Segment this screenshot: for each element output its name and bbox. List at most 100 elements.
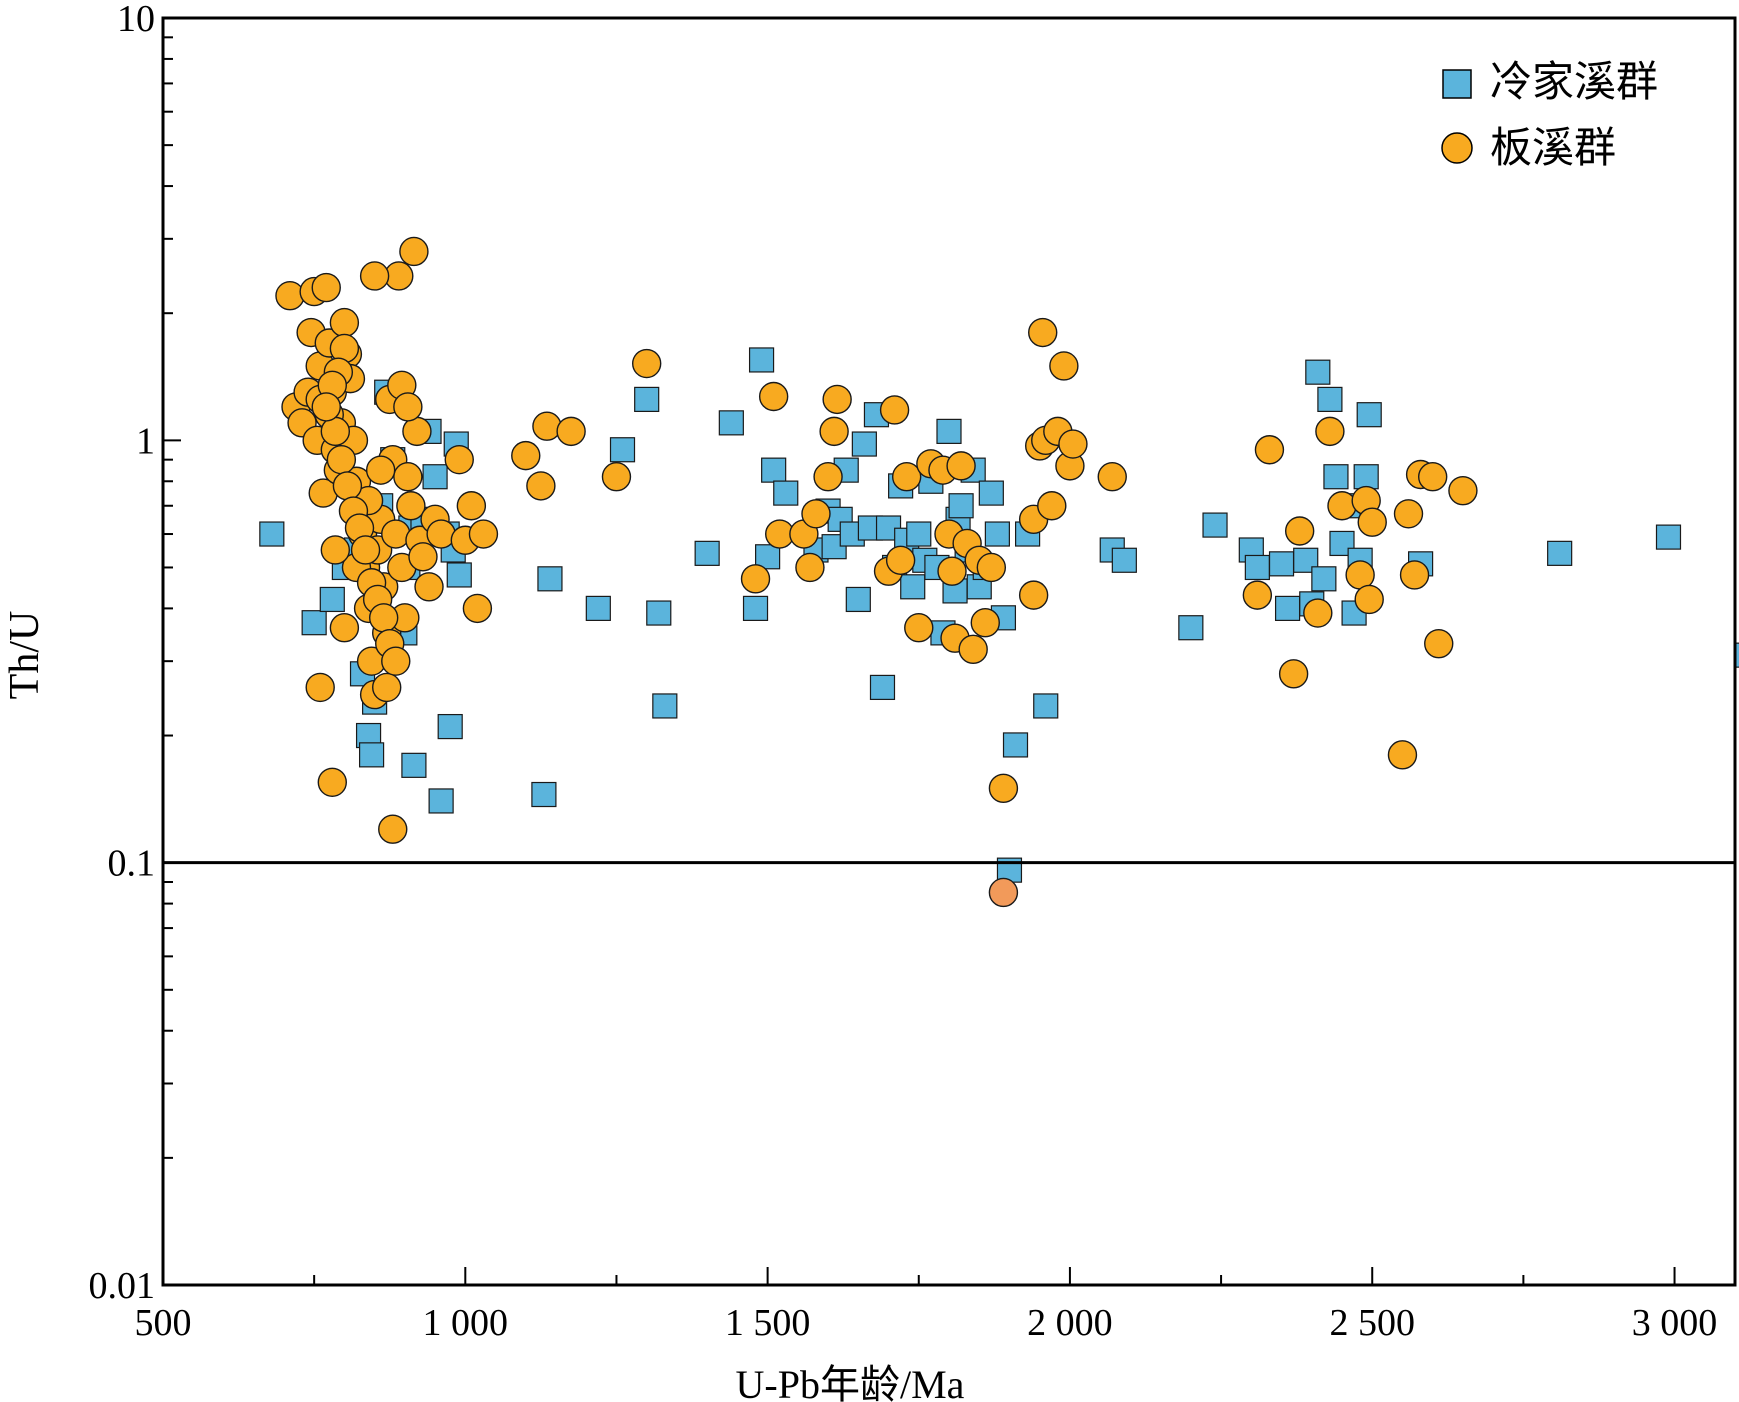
data-point-circle — [381, 646, 411, 676]
data-point-square — [1353, 464, 1379, 490]
data-point-square — [1323, 464, 1349, 490]
data-point-circle — [988, 773, 1019, 803]
data-point-circle — [462, 593, 493, 624]
data-point-circle — [556, 416, 586, 447]
data-point-circle — [372, 672, 402, 703]
data-point-square — [718, 410, 744, 436]
plot-frame — [161, 16, 1737, 1287]
data-point-circle — [408, 542, 438, 572]
data-point-square — [821, 534, 847, 560]
data-point-circle — [631, 348, 662, 379]
data-point-square — [1111, 547, 1137, 573]
data-point-square — [1317, 386, 1343, 413]
data-point-circle — [1303, 598, 1333, 628]
data-point-circle — [329, 307, 360, 338]
data-point-circle — [365, 455, 396, 485]
y-axis-label: Th/U — [2, 611, 48, 700]
data-point-circle-highlight — [988, 877, 1019, 908]
data-point-square — [1305, 359, 1331, 385]
data-point-circle — [311, 272, 341, 303]
data-point-square — [851, 431, 877, 457]
data-point-square — [401, 752, 427, 778]
data-point-circle — [275, 281, 305, 311]
data-point-circle — [801, 499, 831, 529]
data-point-square — [537, 566, 563, 592]
data-point-square — [1341, 600, 1367, 626]
data-point-square — [609, 437, 636, 463]
data-point-circle — [311, 392, 341, 422]
data-point-square — [428, 788, 454, 814]
data-point-circle — [1417, 462, 1448, 492]
data-point-circle — [819, 416, 849, 447]
y-tick-label: 10 — [117, 0, 155, 40]
data-point-square — [319, 586, 345, 613]
data-point-square — [1033, 693, 1059, 719]
y-tick-label: 1 — [136, 420, 155, 462]
data-point-square — [748, 347, 775, 373]
data-point-circle — [946, 451, 976, 481]
data-point-circle — [1327, 491, 1357, 521]
data-point-square — [358, 742, 385, 768]
data-point-circle — [381, 519, 411, 549]
data-point-circle — [350, 535, 381, 565]
x-tick-label: 1 000 — [423, 1302, 509, 1344]
data-point-square — [652, 693, 678, 719]
data-point-circle — [1028, 317, 1058, 348]
series-1-markers — [259, 347, 1739, 883]
data-point-circle — [1037, 491, 1067, 521]
data-point-circle — [795, 552, 825, 583]
data-point-square — [1244, 554, 1270, 581]
data-point-circle — [1315, 416, 1345, 447]
data-point-square — [984, 521, 1010, 547]
data-point-circle — [320, 535, 351, 565]
data-point-square — [694, 540, 720, 566]
x-tick-label: 2 000 — [1027, 1302, 1113, 1344]
data-point-circle — [456, 491, 487, 521]
data-point-circle — [378, 814, 408, 844]
data-point-circle — [1278, 659, 1309, 689]
data-point-circle — [740, 564, 771, 594]
data-point-square — [646, 600, 672, 626]
data-point-circle — [976, 552, 1007, 583]
data-point-circle — [1448, 475, 1478, 506]
legend: 冷家溪群 板溪群 — [1441, 59, 1658, 172]
data-point-circle — [1345, 560, 1375, 590]
legend-label-series-1: 冷家溪群 — [1490, 59, 1658, 106]
data-point-circle — [970, 607, 1000, 638]
y-tick-label: 0.1 — [108, 843, 156, 885]
data-point-circle — [320, 416, 351, 447]
y-tick-label: 0.01 — [89, 1265, 156, 1307]
data-point-square — [259, 521, 285, 547]
data-point-circle — [891, 462, 922, 492]
data-point-circle — [444, 444, 474, 475]
data-point-square — [1268, 551, 1295, 577]
data-point-circle — [305, 672, 335, 703]
data-point-square — [1311, 566, 1337, 592]
data-point-circle — [1357, 507, 1387, 537]
data-point-square — [773, 480, 799, 506]
data-point-circle — [601, 462, 632, 492]
data-point-square — [1655, 524, 1682, 550]
data-point-circle — [937, 556, 967, 586]
data-point-circle — [532, 411, 562, 441]
data-point-circle — [399, 236, 429, 267]
data-point-circle — [958, 634, 988, 665]
x-tick-label: 2 500 — [1329, 1302, 1415, 1344]
data-point-square — [948, 493, 974, 519]
data-point-square — [936, 418, 962, 444]
data-point-circle — [359, 261, 390, 291]
data-point-square — [634, 386, 660, 413]
data-point-circle — [1387, 740, 1418, 770]
data-point-square — [585, 595, 611, 621]
data-point-square — [1274, 595, 1301, 621]
data-point-circle — [368, 603, 399, 633]
data-point-circle — [879, 395, 910, 425]
data-point-square — [437, 713, 463, 740]
legend-marker-square — [1442, 69, 1472, 99]
x-tick-label: 3 000 — [1632, 1302, 1718, 1344]
data-point-circle — [1284, 516, 1315, 546]
data-point-circle — [526, 471, 556, 501]
data-point-circle — [402, 416, 432, 447]
data-point-circle — [393, 392, 423, 422]
data-point-square — [900, 574, 926, 600]
